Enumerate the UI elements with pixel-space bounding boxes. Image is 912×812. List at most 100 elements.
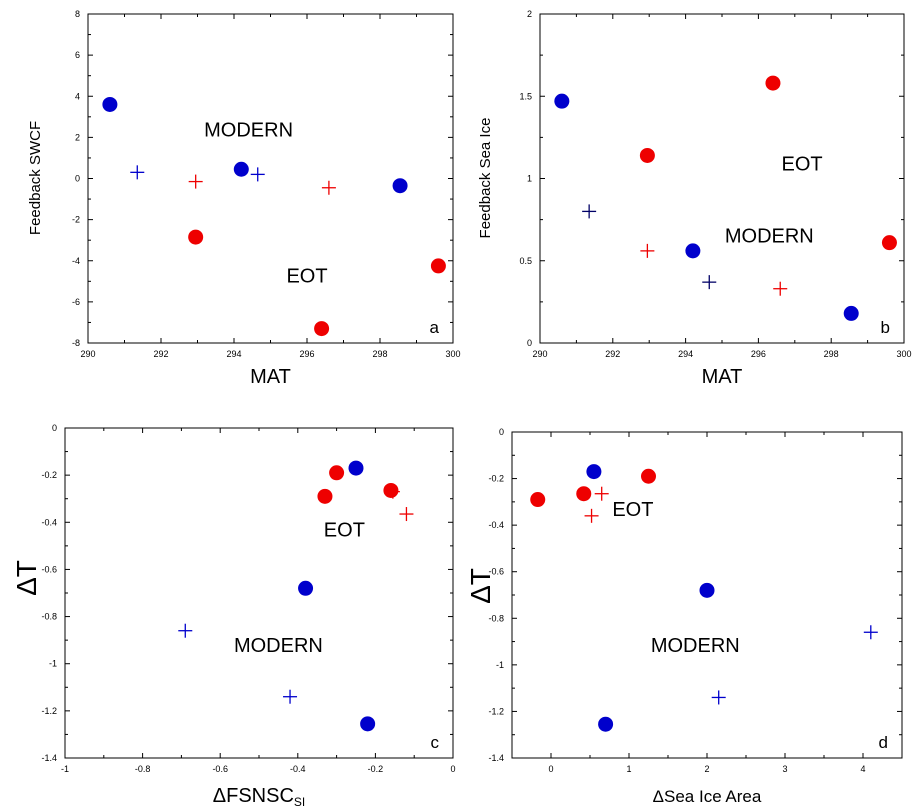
y-tick-label: 0.5: [519, 256, 532, 266]
data-point-circle: [102, 96, 118, 112]
y-tick-label: -0.2: [41, 470, 57, 480]
y-tick-label: -0.2: [488, 474, 504, 484]
data-point-plus: [863, 625, 878, 640]
x-tick-label: 2: [704, 764, 709, 774]
data-point-plus: [773, 281, 788, 296]
plot-frame: [64, 427, 454, 759]
y-tick-label: -0.4: [41, 517, 57, 527]
x-tick-label: 294: [226, 349, 241, 359]
data-point-circle: [765, 75, 781, 91]
y-tick-label: -0.6: [41, 564, 57, 574]
y-axis-label: Feedback Sea Ice: [477, 118, 494, 239]
data-point-plus: [250, 167, 265, 182]
y-tick-label: -0.4: [488, 520, 504, 530]
x-axis-label-text: ΔFSNSC: [213, 785, 294, 807]
x-tick-label: -0.8: [135, 764, 151, 774]
y-tick-label: 1: [527, 174, 532, 184]
x-axis-label-subscript: SI: [294, 795, 305, 809]
x-tick-label: -1: [61, 764, 69, 774]
x-axis-label: MAT: [702, 366, 743, 388]
annotation-eot: EOT: [612, 499, 653, 521]
data-point-circle: [329, 465, 345, 481]
x-tick-label: 298: [372, 349, 387, 359]
data-point-plus: [283, 689, 298, 704]
panel-letter: c: [431, 733, 440, 752]
y-axis-label: Feedback SWCF: [27, 121, 44, 235]
x-tick-label: 296: [751, 349, 766, 359]
y-tick-label: -1.2: [488, 706, 504, 716]
annotation-modern: MODERN: [234, 635, 323, 657]
y-tick-label: -0.6: [488, 567, 504, 577]
data-point-circle: [586, 464, 602, 480]
data-point-circle: [233, 161, 249, 177]
data-point-circle: [188, 229, 204, 245]
annotation-eot: EOT: [324, 519, 365, 541]
data-point-plus: [321, 180, 336, 195]
y-tick-label: -2: [72, 215, 80, 225]
data-point-plus: [178, 623, 193, 638]
annotation-eot: EOT: [782, 153, 823, 175]
data-point-circle: [392, 178, 408, 194]
y-tick-label: 6: [75, 50, 80, 60]
data-point-circle: [639, 147, 655, 163]
y-tick-label: 4: [75, 91, 80, 101]
data-point-plus: [399, 507, 414, 522]
data-point-circle: [430, 258, 446, 274]
y-tick-label: 0: [75, 174, 80, 184]
y-tick-label: -4: [72, 256, 80, 266]
data-point-circle: [317, 488, 333, 504]
data-point-circle: [298, 580, 314, 596]
y-tick-label: -1: [496, 660, 504, 670]
y-tick-label: -1.4: [488, 753, 504, 763]
data-point-circle: [881, 235, 897, 251]
x-tick-label: 4: [860, 764, 865, 774]
x-axis-label: MAT: [250, 366, 291, 388]
data-point-plus: [385, 484, 400, 499]
y-tick-label: -8: [72, 338, 80, 348]
data-point-circle: [699, 582, 715, 598]
x-tick-label: 298: [824, 349, 839, 359]
data-point-plus: [130, 165, 145, 180]
x-tick-label: 300: [445, 349, 460, 359]
data-point-circle: [314, 321, 330, 337]
x-tick-label: 0: [450, 764, 455, 774]
x-tick-label: 0: [548, 764, 553, 774]
x-axis-label-text: ΔSea Ice Area: [653, 787, 762, 806]
data-point-circle: [383, 482, 399, 498]
data-point-circle: [576, 486, 592, 502]
y-tick-label: -1.4: [41, 753, 57, 763]
x-axis-label-text: MAT: [702, 366, 743, 388]
y-tick-label: 0: [527, 338, 532, 348]
panel-a: 290 292 294 296 298 300 -8 -6 -4 -2 0 2 4 6 8 MAT Feedba…: [27, 9, 461, 388]
y-tick-label: 2: [527, 9, 532, 19]
data-point-plus: [594, 486, 609, 501]
y-tick-label: -1.2: [41, 706, 57, 716]
data-point-plus: [640, 243, 655, 258]
x-axis-label: ΔFSNSCSI: [213, 785, 306, 809]
data-point-plus: [584, 508, 599, 523]
data-point-circle: [554, 93, 570, 109]
y-tick-label: -0.8: [488, 613, 504, 623]
data-point-circle: [685, 243, 701, 259]
data-point-circle: [598, 716, 614, 732]
x-tick-label: -0.4: [290, 764, 306, 774]
y-tick-label: 2: [75, 132, 80, 142]
panel-letter: b: [881, 318, 890, 337]
data-point-plus: [711, 690, 726, 705]
x-axis-label: ΔSea Ice Area: [653, 787, 762, 806]
y-tick-label: 8: [75, 9, 80, 19]
data-point-circle: [641, 468, 656, 484]
data-point-plus: [188, 174, 203, 189]
annotation-modern: MODERN: [651, 635, 740, 657]
y-tick-label: 1.5: [519, 91, 532, 101]
panel-d: 0 1 2 3 4 -1.4 -1.2 -1 -0.8 -0.6 -0.4 -0.2 0 ΔSea Ice…: [465, 427, 903, 806]
data-point-circle: [360, 716, 376, 732]
y-tick-label: -0.8: [41, 612, 57, 622]
annotation-modern: MODERN: [204, 119, 293, 141]
x-tick-label: 3: [782, 764, 787, 774]
y-tick-label: -6: [72, 297, 80, 307]
data-point-circle: [530, 492, 546, 508]
x-tick-label: 300: [896, 349, 911, 359]
y-axis-label: ΔT: [11, 560, 42, 596]
